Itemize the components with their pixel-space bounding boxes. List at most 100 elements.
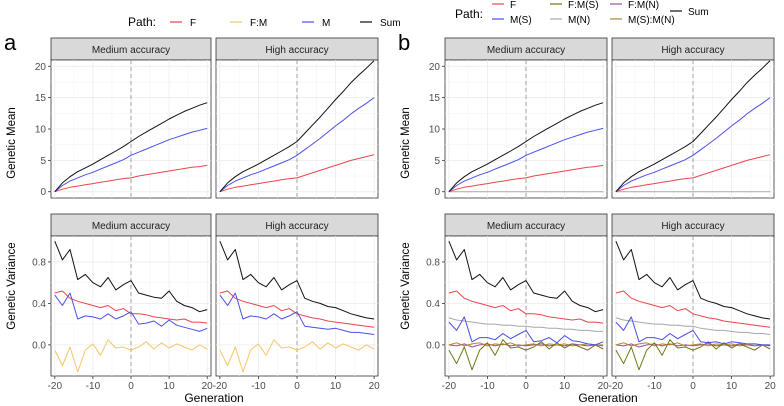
series-line-sum [448,102,604,193]
series-group [448,241,604,371]
y-tick-label: 0.0 [32,340,46,351]
legend-label: F:M(S) [568,0,599,11]
x-tick-label: 20 [765,381,777,392]
x-tick-label: 0 [294,381,300,392]
x-tick-label: 0 [523,381,529,392]
legend-label: M(S) [510,15,532,26]
facet-title: High accuracy [661,221,724,232]
ylabel-genetic-mean-a: Genetic Mean [6,107,18,179]
legend-a-title: Path: [128,15,156,29]
y-tick-label: 5 [40,156,46,167]
legend-b-item-m-s-m-n-: M(S):M(N) [610,15,675,26]
series-line-f-m-s- [615,339,771,371]
y-tick-label: 0.8 [32,257,46,268]
legend-b-item-f-m-s-: F:M(S) [550,0,599,11]
y-tick-label: 15 [429,93,441,104]
series-line-m-n- [448,317,604,332]
series-line-f [219,154,375,193]
x-tick-label: 20 [202,381,214,392]
legend-b-entries: F F:M(S) F:M(N) Sum M(S) M(N) M(S):M(N) [492,0,709,26]
facet-a-variance-medium: Medium accuracy 0.0 0.4 0.8 -20 -10 0 10 20 [32,213,214,392]
facet-a-variance-high: High accuracy -20 -10 0 10 20 [213,213,381,392]
series-line-sum [615,60,771,193]
xlabel-b: Generation [578,391,637,405]
panel-b-label: b [398,30,410,55]
series-line-sum [448,241,604,313]
gridlines [612,236,774,376]
x-tick-label: 10 [726,381,738,392]
facet-title: Medium accuracy [487,221,565,232]
series-group [615,241,771,371]
legend-label: F:M [250,18,267,29]
y-tick-label: 20 [35,62,47,73]
facet-b-variance-medium: Medium accuracy 0.0 0.4 0.8 -20 -10 0 10 20 [426,213,610,392]
series-group [54,102,208,193]
y-tick-label: 0 [434,187,440,198]
y-tick-label: 10 [429,125,441,136]
legend-a-item-f: F [170,18,196,29]
series-line-sum [219,60,375,193]
facet-title: High accuracy [661,45,724,56]
series-line-sum [54,241,208,313]
series-line-f [615,154,771,193]
y-tick-label: 0.8 [426,257,440,268]
series-line-m-n- [615,317,771,335]
legend-a: Path: F F:M M Sum [128,15,401,29]
series-line-f [448,290,604,324]
facet-title: High accuracy [265,45,328,56]
x-tick-label: -10 [480,381,495,392]
x-tick-label: 10 [164,381,176,392]
ylabel-genetic-mean-b: Genetic Mean [400,107,412,179]
x-tick-label: -20 [48,381,63,392]
facet-title: Medium accuracy [487,45,565,56]
x-tick-label: -20 [609,381,624,392]
facet-title: Medium accuracy [92,45,170,56]
series-line-m-s- [615,316,771,346]
facet-a-mean-medium: Medium accuracy 0 5 10 15 20 [35,37,212,199]
y-tick-label: 10 [35,125,47,136]
legend-a-item-f-m: F:M [230,18,267,29]
x-tick-label: 0 [690,381,696,392]
series-line-f-m-n- [448,343,604,348]
series-line-m-s- [615,97,771,193]
series-line-sum [54,102,208,193]
series-group [219,241,375,373]
series-line-f [448,164,604,193]
series-line-sum [615,241,771,320]
facets: Medium accuracy 0 5 10 15 20 High accuracy Medi… [32,37,777,392]
x-tick-label: 20 [598,381,610,392]
legend-label: Sum [688,7,709,18]
y-tick-label: 20 [429,62,441,73]
legend-label: M [322,18,330,29]
series-group [54,241,208,373]
facet-b-mean-medium: Medium accuracy 0 5 10 15 20 [429,37,608,199]
series-line-f [219,290,375,328]
legend-label: Sum [380,18,401,29]
xlabel-a: Generation [184,391,243,405]
gridlines [51,60,211,198]
series-line-m [54,127,208,193]
legend-label: F [190,18,196,29]
panel-a-label: a [4,30,17,55]
x-tick-label: 10 [330,381,342,392]
y-tick-label: 0.4 [32,299,46,310]
x-tick-label: -20 [442,381,457,392]
series-group [448,102,604,193]
x-tick-label: 20 [369,381,381,392]
legend-b: Path: F F:M(S) F:M(N) Sum M(S) M(N) M(S):M(N) [455,0,709,26]
series-line-m [219,292,375,335]
series-line-m-s- [448,316,604,346]
series-line-f [54,164,208,193]
series-line-f-m-s- [448,339,604,371]
facet-b-mean-high: High accuracy [611,37,775,199]
series-line-m [219,97,375,193]
series-line-m-s-m-n- [615,342,771,347]
legend-a-item-m: M [302,18,330,29]
series-line-f-m [219,339,375,373]
y-tick-label: 0.0 [426,340,440,351]
legend-a-entries: F F:M M Sum [170,18,401,29]
series-line-m-s-m-n- [448,342,604,347]
legend-b-item-f: F [492,0,516,11]
legend-label: F:M(N) [628,0,659,11]
